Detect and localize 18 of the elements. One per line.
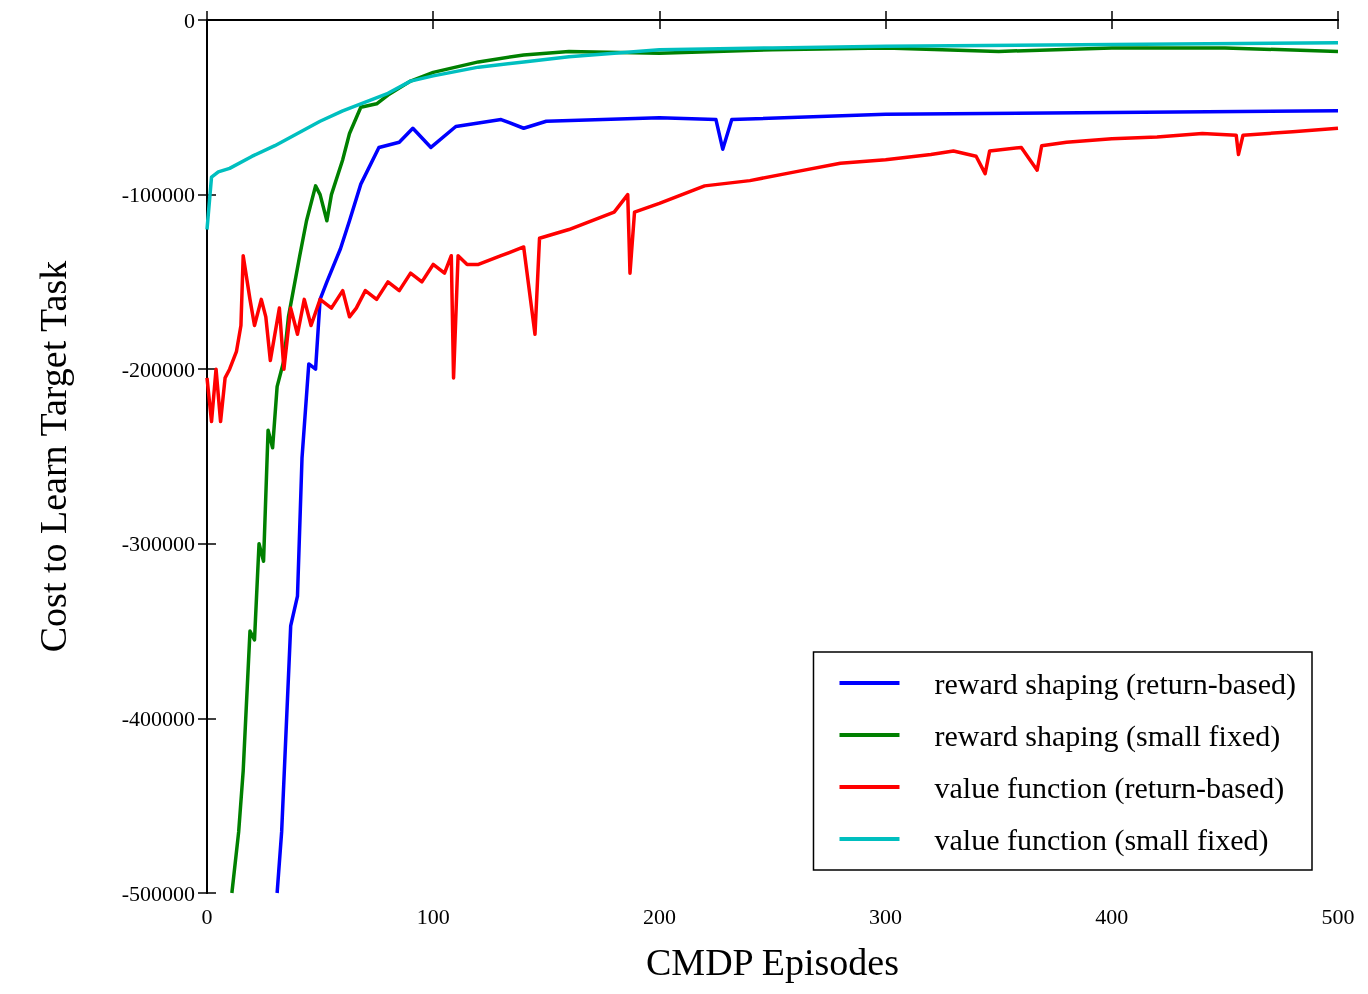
x-tick-label: 500: [1321, 903, 1355, 929]
legend-label: value function (small fixed): [934, 822, 1269, 857]
x-tick-label: 200: [642, 903, 676, 929]
y-axis-title: Cost to Learn Target Task: [32, 260, 74, 653]
y-tick-label: -100000: [121, 182, 195, 208]
x-axis-title: CMDP Episodes: [645, 941, 900, 983]
legend-label: value function (return-based): [934, 770, 1285, 805]
x-tick-label: 100: [416, 903, 450, 929]
y-tick-label: 0: [184, 7, 195, 33]
y-tick-label: -200000: [121, 356, 195, 382]
x-tick-label: 300: [869, 903, 903, 929]
legend-label: reward shaping (return-based): [934, 666, 1297, 701]
y-tick-label: -400000: [121, 705, 195, 731]
x-tick-label: 0: [201, 903, 213, 929]
x-tick-label: 400: [1095, 903, 1129, 929]
legend-label: reward shaping (small fixed): [934, 718, 1281, 753]
y-tick-label: -300000: [121, 531, 195, 557]
y-tick-label: -500000: [121, 880, 195, 906]
